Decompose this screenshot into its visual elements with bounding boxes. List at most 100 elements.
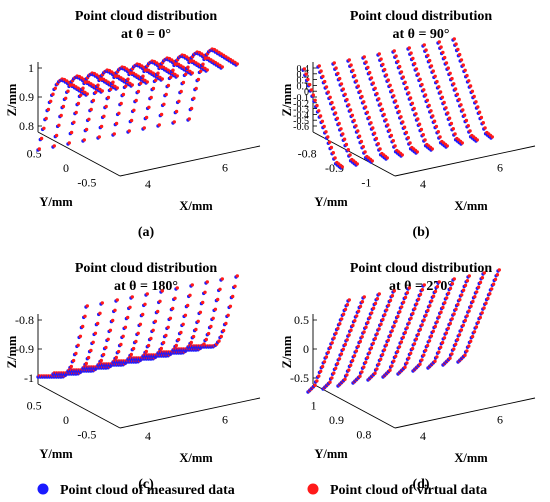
virtual-point: [349, 363, 353, 367]
virtual-point: [446, 111, 450, 115]
virtual-point: [397, 109, 401, 114]
virtual-point: [384, 118, 388, 122]
virtual-point: [363, 105, 368, 109]
virtual-point: [347, 103, 351, 107]
virtual-point: [68, 83, 73, 88]
virtual-point: [328, 345, 332, 350]
virtual-point: [433, 324, 437, 329]
virtual-point: [362, 330, 366, 334]
virtual-point: [410, 101, 415, 106]
virtual-point: [352, 118, 356, 123]
virtual-point: [154, 78, 158, 83]
chart-title: Point cloud distribution: [75, 261, 218, 276]
virtual-point: [157, 123, 161, 127]
virtual-point: [339, 82, 344, 86]
x-axis-label: X/mm: [179, 451, 213, 465]
virtual-point: [449, 121, 454, 126]
virtual-point: [358, 89, 362, 94]
virtual-point: [371, 306, 376, 310]
virtual-point: [149, 95, 153, 100]
virtual-point: [206, 331, 211, 336]
virtual-point: [318, 114, 323, 118]
virtual-point: [143, 68, 147, 73]
virtual-point: [433, 289, 438, 294]
virtual-point: [461, 288, 466, 292]
z-tick-label: 0.8: [19, 119, 34, 133]
virtual-point: [429, 334, 434, 338]
virtual-point: [96, 321, 100, 326]
virtual-point: [72, 120, 76, 125]
y-tick-label: 0.9: [329, 413, 344, 427]
virtual-point: [448, 356, 452, 360]
virtual-point: [459, 328, 464, 332]
virtual-point: [334, 331, 338, 335]
virtual-point: [455, 92, 460, 97]
virtual-point: [332, 106, 336, 110]
y-axis-label: Y/mm: [314, 447, 348, 461]
virtual-point: [403, 365, 407, 369]
virtual-point: [420, 288, 425, 292]
virtual-point: [159, 346, 163, 351]
virtual-point: [129, 352, 133, 357]
virtual-point: [339, 352, 344, 356]
virtual-point: [364, 360, 368, 364]
virtual-point: [444, 106, 448, 110]
virtual-point: [233, 284, 237, 288]
virtual-point: [104, 104, 108, 109]
virtual-point: [116, 349, 121, 354]
virtual-point: [453, 132, 457, 136]
virtual-point: [89, 107, 93, 112]
virtual-point: [235, 62, 239, 66]
virtual-point: [416, 332, 420, 336]
z-tick-label: -1: [24, 371, 34, 385]
virtual-point: [442, 100, 446, 105]
chart-title: Point cloud distribution: [75, 9, 218, 24]
virtual-point: [100, 301, 105, 305]
virtual-point: [136, 89, 141, 94]
legend: Point cloud of measured data Point cloud …: [37, 483, 487, 498]
virtual-point: [199, 69, 203, 74]
virtual-point: [324, 85, 329, 89]
virtual-point: [161, 340, 166, 345]
virtual-point: [146, 343, 151, 348]
virtual-point: [378, 102, 383, 106]
virtual-point: [450, 352, 454, 356]
virtual-point: [437, 85, 441, 89]
virtual-point: [442, 336, 447, 340]
virtual-point: [430, 299, 434, 303]
virtual-point: [358, 304, 363, 309]
virtual-point: [362, 365, 366, 369]
virtual-point: [413, 307, 417, 311]
virtual-point: [179, 89, 183, 94]
virtual-point: [426, 308, 430, 313]
virtual-point: [365, 355, 370, 360]
virtual-point: [418, 77, 422, 82]
virtual-point: [162, 102, 166, 107]
virtual-point: [351, 323, 355, 328]
virtual-point: [420, 358, 424, 362]
virtual-point: [141, 312, 145, 317]
virtual-point: [435, 320, 439, 324]
virtual-point: [304, 72, 308, 76]
virtual-point: [363, 150, 367, 154]
virtual-point: [450, 76, 454, 81]
virtual-point: [351, 68, 355, 73]
virtual-point: [371, 341, 375, 345]
virtual-point: [377, 362, 381, 366]
virtual-point: [388, 83, 392, 88]
virtual-point: [385, 308, 389, 312]
virtual-point: [315, 103, 319, 108]
virtual-point: [174, 343, 178, 348]
virtual-point: [401, 300, 406, 304]
virtual-point: [320, 119, 325, 124]
virtual-point: [121, 92, 126, 97]
legend-virtual-label: Point cloud of virtual data: [330, 483, 487, 498]
virtual-point: [380, 352, 385, 357]
virtual-point: [156, 71, 160, 75]
virtual-point: [420, 323, 424, 327]
virtual-point: [138, 322, 143, 326]
virtual-point: [444, 331, 449, 335]
virtual-point: [341, 347, 345, 351]
virtual-point: [343, 377, 347, 381]
virtual-point: [81, 324, 85, 329]
